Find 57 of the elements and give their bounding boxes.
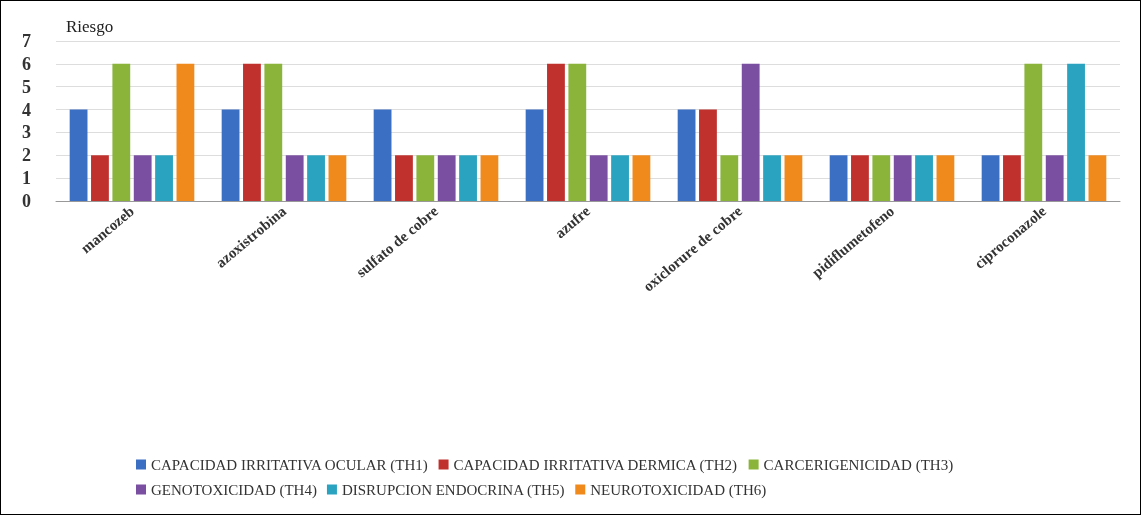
bar — [611, 155, 629, 201]
bar — [1024, 63, 1043, 201]
bar — [264, 63, 283, 201]
legend-label: CAPACIDAD IRRITATIVA OCULAR (TH1) — [151, 456, 428, 474]
y-tick-label: 3 — [22, 122, 31, 143]
bar — [915, 155, 933, 201]
bar — [1067, 63, 1085, 201]
bar — [221, 109, 240, 201]
y-tick-label: 7 — [22, 31, 31, 51]
y-axis-title: Riesgo — [66, 17, 114, 36]
legend-label: GENOTOXICIDAD (TH4) — [151, 481, 317, 499]
y-tick-label: 6 — [22, 53, 31, 74]
y-tick-label: 0 — [22, 191, 31, 211]
bar — [699, 109, 717, 201]
bar — [243, 63, 261, 201]
bar — [69, 109, 88, 201]
bar — [416, 155, 435, 201]
bar — [480, 155, 499, 201]
bar — [328, 155, 347, 201]
y-tick-label: 4 — [22, 99, 31, 120]
bar — [373, 109, 392, 201]
bar — [459, 155, 477, 201]
bar — [112, 63, 131, 201]
bar — [525, 109, 544, 201]
bar — [936, 155, 955, 201]
bar — [763, 155, 781, 201]
legend-label: NEUROTOXICIDAD (TH6) — [590, 481, 767, 499]
bar — [133, 155, 152, 201]
bar — [395, 155, 413, 201]
bar — [981, 155, 1000, 201]
bar — [568, 63, 587, 201]
bar — [872, 155, 891, 201]
bar — [437, 155, 456, 201]
bar — [893, 155, 912, 201]
bar — [632, 155, 651, 201]
bar — [176, 63, 195, 201]
legend-label: DISRUPCION ENDOCRINA (TH5) — [341, 481, 565, 499]
bar — [91, 155, 109, 201]
bar — [285, 155, 304, 201]
y-tick-label: 2 — [22, 145, 31, 166]
y-tick-label: 5 — [22, 76, 31, 97]
bar — [589, 155, 608, 201]
bar — [1045, 155, 1064, 201]
bar — [677, 109, 696, 201]
bar — [851, 155, 869, 201]
bar — [307, 155, 325, 201]
bar — [547, 63, 565, 201]
bar — [784, 155, 803, 201]
bar — [1003, 155, 1021, 201]
bar — [720, 155, 739, 201]
bar — [829, 155, 848, 201]
legend-label: CAPACIDAD IRRITATIVA DERMICA (TH2) — [453, 456, 737, 474]
legend-label: CARCERIGENICIDAD (TH3) — [763, 456, 954, 474]
bar — [1088, 155, 1107, 201]
bar — [155, 155, 173, 201]
bar — [741, 63, 760, 201]
y-tick-label: 1 — [22, 168, 31, 189]
